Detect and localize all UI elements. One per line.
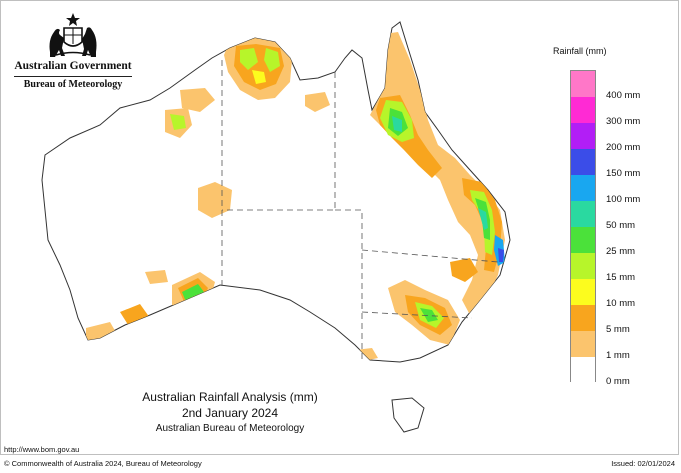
website-link[interactable]: http://www.bom.gov.au (4, 445, 80, 454)
bureau-name: Bureau of Meteorology (23, 79, 123, 90)
legend-label: 300 mm (606, 116, 641, 127)
legend-swatch (571, 149, 595, 175)
map-frame (0, 0, 679, 455)
rain-area-south-east (355, 258, 478, 362)
legend-swatch (571, 305, 595, 331)
legend-title: Rainfall (mm) (553, 46, 607, 56)
legend-swatch (571, 227, 595, 253)
legend-label: 10 mm (606, 298, 636, 309)
legend-swatch (571, 253, 595, 279)
logo-divider (14, 76, 132, 77)
legend-swatch (571, 201, 595, 227)
legend-color-bar (570, 70, 596, 383)
legend-label: 5 mm (606, 324, 630, 335)
legend-swatch (571, 331, 595, 357)
legend-swatch (571, 97, 595, 123)
legend-label: 25 mm (606, 246, 636, 257)
legend-label: 15 mm (606, 272, 636, 283)
map-title: Australian Rainfall Analysis (mm) (142, 390, 318, 404)
rainfall-areas (86, 32, 505, 362)
map-agency: Australian Bureau of Meteorology (155, 423, 305, 434)
legend-swatch (571, 357, 595, 383)
government-logo: Australian Government Bureau of Meteorol… (10, 12, 138, 96)
legend-label: 400 mm (606, 90, 641, 101)
government-name: Australian Government (14, 60, 132, 72)
legend-swatch (571, 279, 595, 305)
legend-label: 100 mm (606, 194, 641, 205)
legend-label: 150 mm (606, 168, 641, 179)
state-borders (221, 60, 499, 360)
issued-date: Issued: 02/01/2024 (611, 459, 675, 468)
map-date: 2nd January 2024 (181, 406, 279, 420)
legend-label: 200 mm (606, 142, 641, 153)
copyright-notice: © Commonwealth of Australia 2024, Bureau… (4, 459, 202, 468)
rain-area-east-coast (370, 32, 505, 315)
legend-label: 1 mm (606, 350, 630, 361)
legend-label: 50 mm (606, 220, 636, 231)
coat-of-arms-icon (49, 13, 97, 57)
legend-label: 0 mm (606, 376, 630, 387)
legend-swatch (571, 175, 595, 201)
rain-area-kimberley-top-end (165, 36, 330, 138)
legend-swatch (571, 71, 595, 97)
legend-swatch (571, 123, 595, 149)
rain-area-central (198, 182, 232, 218)
